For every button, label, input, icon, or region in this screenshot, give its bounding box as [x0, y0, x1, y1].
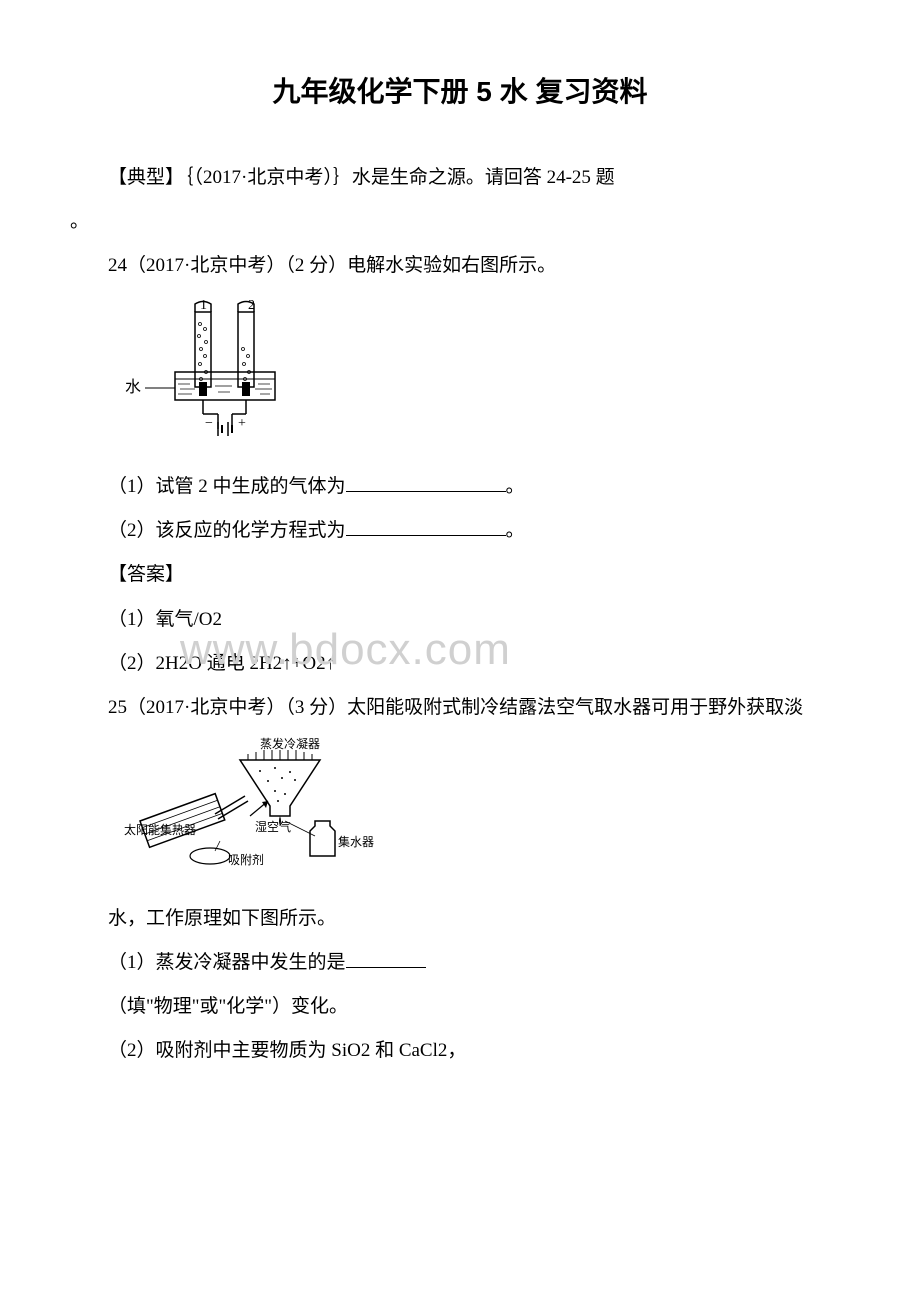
q24-answer2: （2）2H2O 通电 2H2↑+O2↑	[70, 646, 850, 682]
q24-p1-suffix: 。	[506, 476, 525, 497]
blank-2	[346, 517, 506, 536]
condenser-label: 蒸发冷凝器	[260, 736, 320, 751]
collector-label: 集水器	[338, 834, 374, 849]
answer-label: 【答案】	[70, 557, 850, 593]
q24-header: 24（2017·北京中考）（2 分）电解水实验如右图所示。	[70, 248, 850, 284]
warmair-label: 湿空气	[255, 819, 291, 834]
blank-3	[346, 949, 426, 968]
electrolysis-diagram: 1 2	[120, 294, 850, 459]
intro-text: 【典型】｛（2017·北京中考）｝水是生命之源。请回答 24-25 题	[70, 160, 850, 196]
plus-label: +	[238, 416, 246, 431]
q25-part1: （1）蒸发冷凝器中发生的是	[70, 945, 850, 981]
minus-label: −	[205, 416, 213, 431]
q24-answer1: （1）氧气/O2	[70, 602, 850, 638]
intro-tail: 。	[70, 204, 850, 240]
q24-part1: （1）试管 2 中生成的气体为 。	[70, 469, 850, 505]
page-title: 九年级化学下册 5 水 复习资料	[70, 70, 850, 110]
water-label: 水	[125, 378, 141, 396]
heater-label: 太阳能集热器	[124, 822, 196, 837]
tube-1-label: 1	[200, 298, 207, 313]
q25-part3: （2）吸附剂中主要物质为 SiO2 和 CaCl2，	[70, 1033, 850, 1069]
q25-header: 25（2017·北京中考）（3 分）太阳能吸附式制冷结露法空气取水器可用于野外获…	[70, 690, 850, 726]
q25-p1-prefix: （1）蒸发冷凝器中发生的是	[108, 952, 346, 973]
q24-p2-suffix: 。	[506, 520, 525, 541]
blank-1	[346, 473, 506, 492]
q24-p1-prefix: （1）试管 2 中生成的气体为	[108, 476, 346, 497]
q25-part2: （填"物理"或"化学"）变化。	[70, 989, 850, 1025]
q24-p2-prefix: （2）该反应的化学方程式为	[108, 520, 346, 541]
adsorbent-label: 吸附剂	[228, 852, 264, 867]
solar-adsorption-diagram: 蒸发冷凝器 集水器 湿空气	[120, 736, 850, 891]
q25-after-fig: 水，工作原理如下图所示。	[70, 901, 850, 937]
q24-part2: （2）该反应的化学方程式为 。	[70, 513, 850, 549]
